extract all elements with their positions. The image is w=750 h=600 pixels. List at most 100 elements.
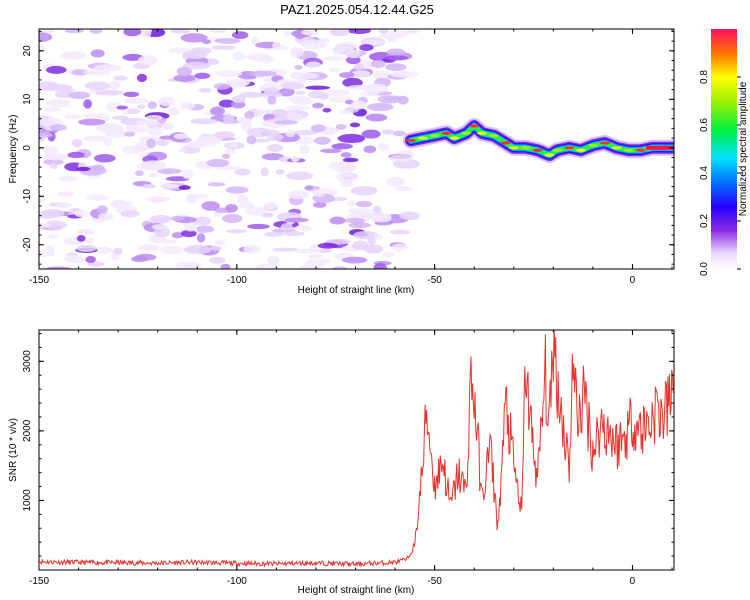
spectrogram-noise-cell [182, 50, 208, 60]
spectrogram-signal-peak [532, 148, 543, 152]
spectrogram-noise-cell [262, 54, 271, 64]
colorbar-tick-label: 0.2 [699, 214, 710, 228]
spectrogram-signal-peak [488, 134, 499, 138]
snr-ytick-label: 1000 [22, 489, 33, 512]
spectrogram-noise-cell [291, 130, 318, 136]
spectrogram-noise-cell [346, 200, 357, 206]
spectrogram-noise-cell [55, 202, 73, 209]
spectrogram-noise-cell [267, 255, 280, 266]
snr-xtick-label: -100 [227, 576, 247, 587]
snr-ylabel: SNR (10 * v/v) [8, 418, 19, 482]
spectrogram-noise-cell [319, 94, 329, 100]
spectrogram-noise-cell [371, 215, 392, 223]
spectrogram-noise-cell [250, 70, 277, 77]
spectrogram-noise-cell [284, 217, 309, 223]
spectrogram-noise-cell [272, 41, 281, 50]
spectrogram-xtick-label: -50 [427, 275, 442, 286]
spectrogram-noise-cell [78, 118, 106, 126]
spectrogram-noise-cell [55, 90, 72, 99]
snr-ticks: -150 -100 -50 0 1000 2000 3000 [22, 330, 674, 587]
spectrogram-noise-cell [328, 161, 354, 171]
spectrogram-noise-cell [295, 90, 306, 96]
spectrogram-noise-cell [342, 157, 359, 163]
spectrogram-signal-peak [500, 141, 511, 145]
spectrogram-noise-cell [305, 61, 322, 69]
spectrogram-noise-cell [259, 82, 284, 93]
spectrogram-noise-cell [377, 34, 404, 39]
spectrogram-noise-cell [264, 201, 277, 210]
spectrogram-noise-cell [41, 208, 65, 219]
spectrogram-noise-cell [76, 244, 97, 253]
spectrogram-noise-cell [359, 44, 374, 52]
spectrogram-noise-cell [355, 200, 373, 208]
spectrogram-noise-cell [310, 124, 327, 133]
colorbar-label: Normalized spectral amplitude [738, 81, 749, 216]
spectrogram-noise-cell [251, 36, 260, 45]
spectrogram-noise-cell [98, 212, 114, 221]
spectrogram-noise-cell [328, 67, 342, 73]
spectrogram-noise-cell [184, 223, 198, 232]
spectrogram-noise-cell [196, 233, 206, 243]
spectrogram-noise-cell [90, 49, 105, 58]
spectrogram-noise-cell [221, 213, 243, 224]
spectrogram-noise-cell [123, 97, 149, 104]
spectrogram-noise-cell [161, 122, 174, 131]
spectrogram-noise-cell [300, 39, 328, 50]
spectrogram-signal-peak [449, 136, 460, 140]
spectrogram-signal-peak [469, 124, 480, 128]
spectrogram-noise-cell [91, 246, 113, 254]
spectrogram-noise-cell [74, 209, 89, 218]
spectrogram-signal-peak [520, 146, 531, 150]
spectrogram-noise-cell [377, 95, 402, 104]
spectrogram-noise-cell [285, 129, 296, 138]
spectrogram-noise-cell [126, 125, 149, 133]
spectrogram-noise-cell [190, 118, 218, 125]
spectrogram-noise-cell [366, 102, 394, 112]
spectrogram-noise-cell [294, 64, 303, 70]
spectrogram-noise-cell [149, 172, 158, 178]
spectrogram-signal-peak [441, 131, 452, 135]
snr-series-line [39, 330, 674, 568]
spectrogram-noise-cell [191, 216, 212, 226]
spectrogram-noise-cell [137, 104, 146, 110]
spectrogram-noise-cell [45, 266, 72, 269]
spectrogram-noise-cell [164, 239, 177, 244]
spectrogram-noise-cell [347, 84, 372, 90]
spectrogram-noise-cell [209, 29, 226, 34]
spectrogram-noise-cell [225, 203, 238, 213]
spectrogram-noise-cell [363, 145, 377, 154]
spectrogram-noise-cell [71, 69, 89, 76]
spectrogram-noise-cell [42, 145, 59, 155]
spectrogram-noise-cell [386, 176, 405, 187]
spectrogram-noise-cell [214, 240, 226, 246]
spectrogram-noise-cell [43, 153, 71, 161]
spectrogram-noise-cell [183, 244, 212, 255]
spectrogram-noise-cell [76, 228, 95, 235]
spectrogram-noise-cell [346, 50, 361, 59]
spectrogram-noise-cell [123, 91, 140, 98]
snr-xtick-label: -150 [29, 576, 49, 587]
spectrogram-noise-cell [39, 222, 52, 228]
spectrogram-signal-peak [587, 143, 598, 147]
spectrogram-noise-cell [176, 67, 192, 77]
spectrogram-noise-cell [49, 124, 67, 131]
spectrogram-noise-cell [64, 254, 77, 262]
spectrogram-noise-cell [116, 105, 128, 110]
spectrogram-noise-cell [221, 153, 230, 159]
spectrogram-xtick-label: -100 [227, 275, 247, 286]
spectrogram-noise-cell [247, 223, 270, 230]
spectrogram-noise-cell [318, 248, 332, 253]
spectrogram-noise-cell [372, 70, 392, 80]
spectrogram-noise-cell [124, 131, 136, 137]
spectrogram-noise-cell [220, 263, 231, 269]
spectrogram-xtick-label: -150 [29, 275, 49, 286]
spectrogram-noise-cell [158, 96, 176, 107]
spectrogram-noise-cell [304, 259, 325, 269]
spectrogram-noise-cell [261, 153, 285, 161]
spectrogram-noise-cell [142, 184, 157, 189]
spectrogram-noise-cell [76, 166, 91, 172]
spectrogram-noise-cell [113, 75, 129, 81]
spectrogram-noise-cell [283, 31, 292, 37]
spectrogram-noise-cell [225, 186, 249, 194]
